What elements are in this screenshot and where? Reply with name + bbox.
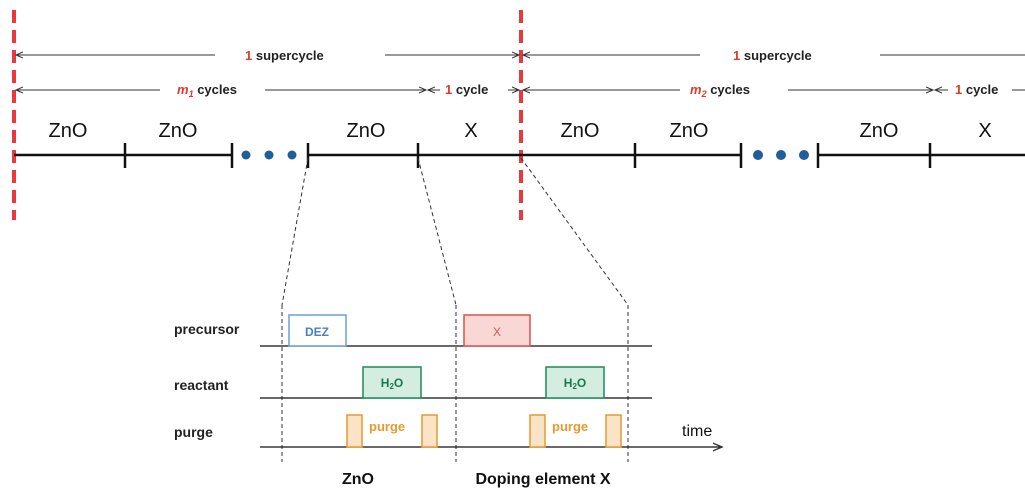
row-label-purge: purge [174,424,213,440]
segment-zno-4: ZnO [561,120,600,142]
ellipsis-dots-1 [241,150,297,160]
supercycle-1-number: 1 [245,48,252,63]
m1-cycles-arrow: m1 cycles [16,82,426,99]
purge-pulse-4 [605,414,622,448]
svg-text:1 supercycle: 1 supercycle [245,48,324,63]
h2o-label-1: H2O [381,376,403,391]
purge-pulse-1 [346,414,363,448]
m2-cycles-arrow: m2 cycles [523,82,933,99]
purge-pulse-2 [421,414,438,448]
cycle-2-label: cycle [962,82,998,97]
svg-text:m2 cycles: m2 cycles [690,82,750,99]
main-timeline [14,143,1025,168]
row-label-reactant: reactant [174,377,229,393]
segment-zno-3: ZnO [347,120,386,142]
time-label: time [682,423,712,440]
x-pulse-label: X [493,325,501,339]
purge-label-2: purge [552,419,588,434]
purge-label-1: purge [369,419,405,434]
segment-zno-6: ZnO [860,120,899,142]
cycle-1-arrow: 1 cycle [428,82,519,97]
ellipsis-dots-2 [753,150,809,160]
m2-symbol: m [690,82,702,97]
dez-pulse [288,314,347,347]
supercycle-1-label: supercycle [252,48,324,63]
h2o-pulse-2 [545,366,605,399]
caption-zno: ZnO [342,471,374,488]
svg-text:1 cycle: 1 cycle [445,82,488,97]
m1-subscript: 1 [189,89,194,99]
segment-zno-2: ZnO [159,120,198,142]
segment-x-2: X [978,120,991,142]
cycle-2-number: 1 [955,82,962,97]
row-label-precursor: precursor [174,321,240,337]
supercycle-2-label: supercycle [740,48,812,63]
segment-zno-1: ZnO [49,120,88,142]
m1-cycles-label: cycles [194,82,237,97]
svg-text:1 cycle: 1 cycle [955,82,998,97]
segment-zno-5: ZnO [670,120,709,142]
h2o-pulse-1 [362,366,422,399]
m1-symbol: m [177,82,189,97]
zoom-projection-lines [281,157,629,462]
dez-label: DEZ [305,325,329,339]
caption-doping-element: Doping element X [475,471,610,488]
supercycle-1-arrow: 1 supercycle [16,48,519,63]
cycle-1-number: 1 [445,82,452,97]
purge-pulse-3 [529,414,546,448]
supercycle-2-number: 1 [733,48,740,63]
svg-text:m1 cycles: m1 cycles [177,82,237,99]
cycle-2-arrow: 1 cycle [935,82,1025,97]
cycle-1-label: cycle [452,82,488,97]
svg-text:1 supercycle: 1 supercycle [733,48,812,63]
supercycle-2-arrow: 1 supercycle [523,48,1025,63]
m2-cycles-label: cycles [707,82,750,97]
segment-x-1: X [464,120,477,142]
x-pulse [463,314,531,347]
m2-subscript: 2 [701,89,707,99]
h2o-label-2: H2O [564,376,586,391]
